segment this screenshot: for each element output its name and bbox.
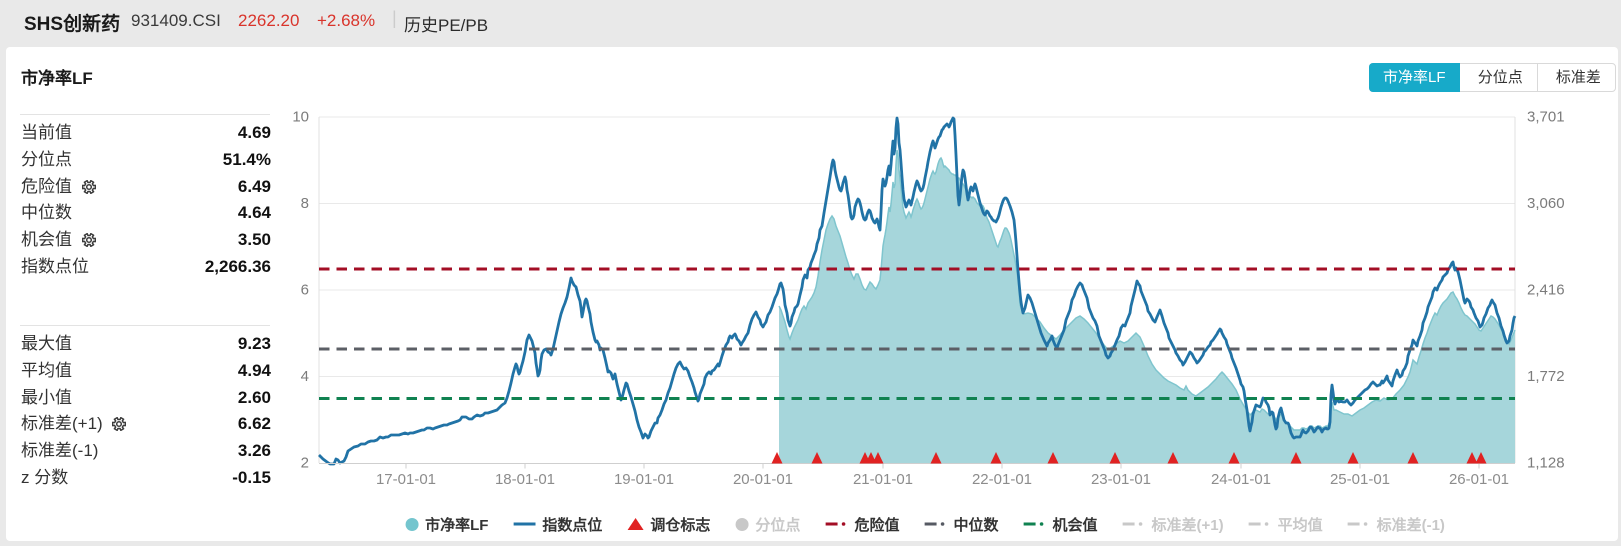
svg-text:1,772: 1,772 — [1527, 368, 1565, 385]
svg-text:25-01-01: 25-01-01 — [1330, 471, 1390, 488]
svg-text:19-01-01: 19-01-01 — [614, 471, 674, 488]
svg-text:1,128: 1,128 — [1527, 455, 1565, 472]
svg-text:21-01-01: 21-01-01 — [853, 471, 913, 488]
svg-text:26-01-01: 26-01-01 — [1449, 471, 1509, 488]
svg-text:4: 4 — [301, 368, 309, 385]
svg-text:3,060: 3,060 — [1527, 195, 1565, 212]
svg-text:2: 2 — [301, 455, 309, 472]
svg-text:18-01-01: 18-01-01 — [495, 471, 555, 488]
svg-text:2,416: 2,416 — [1527, 282, 1565, 299]
svg-text:17-01-01: 17-01-01 — [376, 471, 436, 488]
svg-text:6: 6 — [301, 282, 309, 299]
svg-text:10: 10 — [292, 109, 309, 126]
svg-text:22-01-01: 22-01-01 — [972, 471, 1032, 488]
svg-text:23-01-01: 23-01-01 — [1091, 471, 1151, 488]
svg-text:24-01-01: 24-01-01 — [1211, 471, 1271, 488]
svg-text:3,701: 3,701 — [1527, 109, 1565, 126]
svg-text:20-01-01: 20-01-01 — [733, 471, 793, 488]
svg-text:8: 8 — [301, 195, 309, 212]
